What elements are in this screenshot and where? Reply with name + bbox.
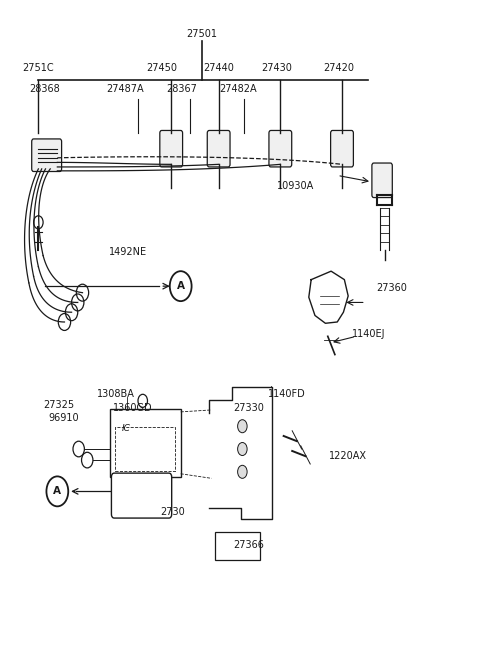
Circle shape bbox=[238, 465, 247, 478]
FancyBboxPatch shape bbox=[32, 139, 61, 171]
Text: 10930A: 10930A bbox=[277, 181, 314, 191]
Text: 1492NE: 1492NE bbox=[109, 246, 147, 257]
Circle shape bbox=[238, 443, 247, 455]
Text: 27420: 27420 bbox=[323, 63, 354, 73]
Text: 28367: 28367 bbox=[167, 84, 198, 94]
Text: 1220AX: 1220AX bbox=[329, 451, 367, 461]
Text: 27487A: 27487A bbox=[107, 84, 144, 94]
Text: A: A bbox=[53, 486, 61, 496]
Text: A: A bbox=[177, 281, 185, 291]
Text: 96910: 96910 bbox=[48, 413, 79, 423]
Circle shape bbox=[238, 420, 247, 433]
Text: 27325: 27325 bbox=[43, 400, 74, 411]
FancyBboxPatch shape bbox=[111, 473, 172, 518]
FancyBboxPatch shape bbox=[160, 131, 182, 167]
Text: 28368: 28368 bbox=[29, 84, 60, 94]
Text: 1308BA: 1308BA bbox=[97, 389, 134, 399]
Text: 27366: 27366 bbox=[233, 540, 264, 550]
Text: 1140FD: 1140FD bbox=[268, 389, 305, 399]
Text: 27440: 27440 bbox=[203, 63, 234, 73]
Text: IC: IC bbox=[121, 424, 130, 433]
FancyBboxPatch shape bbox=[215, 532, 260, 560]
Text: 1140EJ: 1140EJ bbox=[352, 328, 386, 339]
FancyBboxPatch shape bbox=[331, 131, 353, 167]
Text: 27482A: 27482A bbox=[219, 84, 256, 94]
Text: 27450: 27450 bbox=[146, 63, 177, 73]
Text: 1360GD: 1360GD bbox=[113, 403, 153, 413]
Text: 2730: 2730 bbox=[160, 507, 185, 517]
FancyBboxPatch shape bbox=[372, 163, 392, 198]
FancyBboxPatch shape bbox=[269, 131, 292, 167]
Text: 27360: 27360 bbox=[376, 283, 407, 293]
Text: 27330: 27330 bbox=[233, 403, 264, 413]
Text: 27430: 27430 bbox=[262, 63, 292, 73]
FancyBboxPatch shape bbox=[109, 409, 180, 477]
FancyBboxPatch shape bbox=[207, 131, 230, 167]
Text: 27501: 27501 bbox=[187, 29, 217, 39]
Text: 2751C: 2751C bbox=[23, 63, 54, 73]
